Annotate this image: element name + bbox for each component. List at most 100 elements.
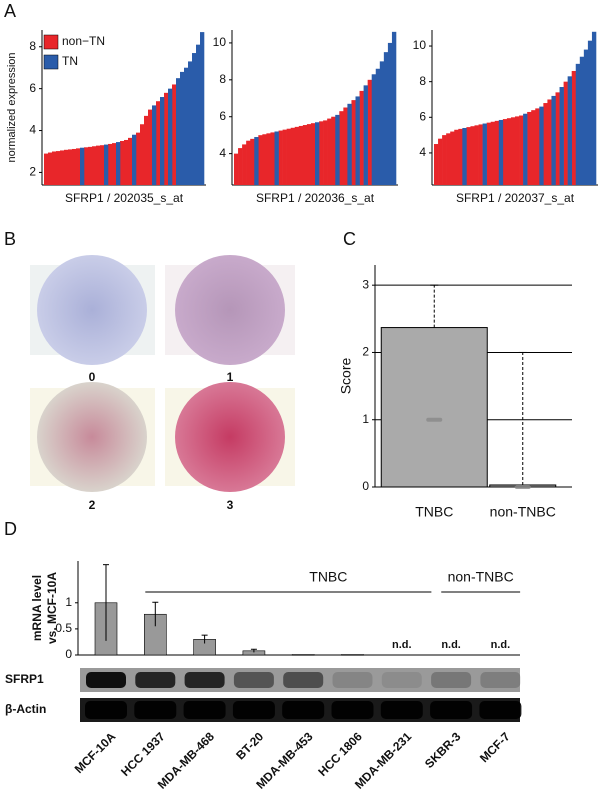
bar xyxy=(144,115,149,185)
bar xyxy=(371,74,377,185)
bar xyxy=(583,49,589,185)
bar xyxy=(359,90,364,185)
blot-band xyxy=(430,701,473,719)
y-tick-label: 0 xyxy=(362,479,369,493)
bar xyxy=(535,108,540,185)
y-tick-label: 4 xyxy=(419,145,426,159)
y-axis-label: vs. MCF-10A xyxy=(45,572,59,644)
bar xyxy=(478,124,483,185)
bar xyxy=(270,132,275,185)
bar xyxy=(64,149,69,185)
bar xyxy=(315,122,320,185)
blot-band xyxy=(85,701,127,719)
x-axis-label: SFRP1 / 202036_s_at xyxy=(256,191,375,205)
bar xyxy=(543,103,548,185)
bar xyxy=(250,138,255,185)
bar xyxy=(519,115,524,185)
bar xyxy=(120,141,125,185)
x-tick-label: TNBC xyxy=(415,504,453,520)
legend-swatch xyxy=(43,54,59,70)
bar xyxy=(563,81,568,185)
bar xyxy=(132,134,137,185)
blot-label: β-Actin xyxy=(5,702,46,716)
x-axis-label: SFRP1 / 202037_s_at xyxy=(456,191,575,205)
bar xyxy=(531,110,536,185)
y-tick-label: 3 xyxy=(362,277,369,291)
y-tick-label: 8 xyxy=(419,74,426,88)
bar xyxy=(515,116,520,185)
bar xyxy=(96,145,101,185)
bar xyxy=(458,128,463,185)
ihc-core xyxy=(37,255,147,365)
bar xyxy=(339,111,344,185)
y-tick-label: 10 xyxy=(413,38,427,52)
y-axis-label: Score xyxy=(338,358,354,395)
bar xyxy=(172,84,177,185)
blot-band xyxy=(232,701,275,719)
y-tick-label: 2 xyxy=(29,165,36,179)
bar xyxy=(539,106,544,185)
bar xyxy=(591,31,597,185)
y-tick-label: 6 xyxy=(219,109,226,123)
bar xyxy=(482,123,487,185)
bar xyxy=(343,107,348,185)
y-tick-label: 4 xyxy=(29,123,36,137)
legend-swatch xyxy=(43,34,59,50)
bar xyxy=(92,146,97,185)
median xyxy=(426,417,443,422)
bar xyxy=(466,127,471,185)
bar xyxy=(258,135,263,185)
bar xyxy=(60,150,65,185)
bar xyxy=(555,92,560,185)
bar xyxy=(502,119,508,185)
bar xyxy=(156,101,161,185)
y-tick-label: 6 xyxy=(29,81,36,95)
bar xyxy=(391,31,397,185)
bar xyxy=(323,120,328,185)
ihc-score: 2 xyxy=(89,498,96,512)
x-axis-label: SFRP1 / 202035_s_at xyxy=(65,191,184,205)
bar xyxy=(579,56,585,185)
bar xyxy=(200,32,205,186)
blot-band xyxy=(233,672,274,688)
bar xyxy=(319,121,324,185)
bar xyxy=(136,132,141,185)
bar xyxy=(116,142,121,185)
y-tick-label: 0 xyxy=(65,647,72,661)
bar xyxy=(310,123,316,185)
blot-band xyxy=(283,672,324,688)
bar xyxy=(506,118,512,185)
bar xyxy=(363,85,368,185)
bar xyxy=(470,126,475,185)
bar xyxy=(551,95,556,185)
bar xyxy=(44,153,49,185)
ihc-core xyxy=(175,255,285,365)
x-tick-label: HCC 1937 xyxy=(118,729,168,779)
bar xyxy=(575,63,581,186)
legend-label: non−TN xyxy=(62,34,105,48)
bar xyxy=(72,148,77,185)
bar xyxy=(450,131,455,185)
bar xyxy=(188,61,193,186)
bar xyxy=(438,138,443,185)
value-label: n.d. xyxy=(392,639,412,651)
blot-band xyxy=(86,672,126,688)
group-label: non-TNBC xyxy=(448,569,514,585)
y-tick-label: 8 xyxy=(29,39,36,53)
bar xyxy=(286,128,291,185)
group-label: TNBC xyxy=(309,569,347,585)
y-tick-label: 0.5 xyxy=(55,621,72,635)
bar xyxy=(462,127,467,185)
bar xyxy=(442,135,447,185)
bar xyxy=(266,133,271,185)
bar xyxy=(88,146,93,185)
box xyxy=(380,327,488,488)
bar xyxy=(454,129,459,185)
bar xyxy=(298,125,304,185)
blot-band xyxy=(480,672,521,688)
ihc-core xyxy=(175,382,285,492)
bar xyxy=(192,53,197,185)
x-tick-label: non-TNBC xyxy=(490,504,556,520)
bar xyxy=(446,133,451,185)
